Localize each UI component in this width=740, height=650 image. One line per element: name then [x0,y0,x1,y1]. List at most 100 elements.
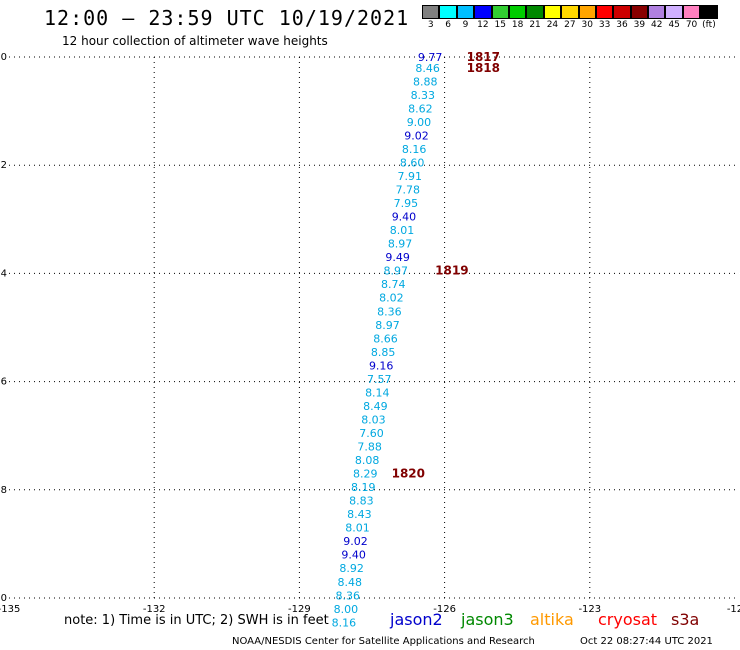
y-tick-label: -14 [0,268,7,279]
time-label: 1818 [467,61,500,75]
x-tick-label: -12 [727,604,740,615]
swh-value: 7.57 [367,373,392,386]
time-label: 1817 [467,50,500,64]
scale-swatch [613,5,631,19]
swh-value: 8.16 [332,616,357,629]
chart-title: 12:00 – 23:59 UTC 10/19/2021 [44,6,410,30]
scale-swatch [526,5,544,19]
swh-value: 8.62 [408,102,433,115]
scale-swatch [648,5,666,19]
swh-value: 9.00 [407,116,432,129]
swh-value: 9.40 [341,549,366,562]
swh-value: 8.14 [365,386,390,399]
legend-cryosat: cryosat [598,610,658,629]
scale-label: 42 [651,20,663,30]
swh-value: 8.03 [361,413,386,426]
chart-subtitle: 12 hour collection of altimeter wave hei… [62,34,328,48]
color-scale: 3 6 9 12 15 18 21 24 27 30 33 36 39 42 45 70 (ft) [422,5,718,30]
x-tick-label: -135 [0,604,20,615]
scale-swatch [630,5,649,19]
scale-swatch [578,5,596,19]
swh-value: 8.48 [337,576,362,589]
swh-value: 8.46 [415,62,440,75]
footer-credit: NOAA/NESDIS Center for Satellite Applica… [232,636,535,647]
scale-swatch [456,5,475,19]
swh-value: 8.85 [371,346,396,359]
scale-label: 18 [511,20,524,30]
swh-value: 8.97 [375,319,400,332]
legend-s3a: s3a [671,610,700,629]
swh-value: 8.01 [390,224,415,237]
legend-altika: altika [530,610,574,629]
scale-label: 33 [598,20,611,30]
scale-label: 27 [564,20,576,30]
scale-label: 9 [462,20,469,30]
legend-jason2: jason2 [390,610,443,629]
scale-swatch [595,5,614,19]
swh-value: 8.74 [381,278,406,291]
swh-value: 8.01 [345,522,370,535]
scale-label: 12 [477,20,489,30]
scale-label: 36 [616,20,628,30]
scale-swatch [561,5,579,19]
swh-value: 7.78 [396,184,421,197]
scale-label: 45 [668,20,680,30]
scale-swatch [474,5,492,19]
y-tick-label: -12 [0,160,7,171]
scale-swatch [439,5,457,19]
x-tick-label: -129 [288,604,311,615]
swh-value: 7.95 [394,197,419,210]
scale-swatch [422,5,440,19]
swh-value: 9.16 [369,359,394,372]
time-label: 1819 [435,264,468,278]
scale-label: 6 [445,20,451,30]
swh-value: 8.66 [373,332,398,345]
scale-swatch [491,5,509,19]
y-tick-label: -20 [0,593,7,604]
swh-value: 8.97 [383,265,408,278]
swh-value: 8.83 [349,495,374,508]
swh-value: 7.91 [398,170,423,183]
color-scale-swatches [422,5,718,19]
footer-note: note: 1) Time is in UTC; 2) SWH is in fe… [64,613,329,628]
scale-label: 70 [685,20,698,30]
swh-value: 8.08 [355,454,380,467]
scale-label: 15 [494,20,506,30]
scale-swatch [682,5,701,19]
swh-value: 8.49 [363,400,388,413]
scale-label: 24 [546,20,559,30]
swh-value: 8.43 [347,508,372,521]
x-tick-label: -126 [433,604,456,615]
swh-value: 8.88 [413,75,438,88]
color-scale-labels: 3 6 9 12 15 18 21 24 27 30 33 36 39 42 45 70 (ft) [422,20,718,30]
scale-swatch [543,5,562,19]
y-tick-label: -16 [0,377,7,388]
swh-value: 8.00 [334,603,359,616]
legend-jason3: jason3 [461,610,514,629]
swh-value: 9.49 [385,251,410,264]
y-tick-label: -18 [0,485,7,496]
x-tick-label: -132 [143,604,166,615]
swh-value: 7.88 [357,441,382,454]
y-tick-label: -10 [0,52,7,63]
scale-label: (ft) [702,20,716,30]
swh-value: 8.36 [377,305,402,318]
swh-value: 9.02 [404,129,429,142]
swh-value: 9.40 [392,211,417,224]
swh-value: 8.97 [388,238,413,251]
time-label: 1820 [392,467,425,481]
swh-value: 8.29 [353,468,378,481]
swh-value: 9.02 [343,535,368,548]
scale-swatch [700,5,718,19]
scale-label: 3 [427,20,434,30]
swh-value: 8.19 [351,481,376,494]
scale-label: 21 [529,20,541,30]
scale-swatch [665,5,683,19]
swh-value: 9.77 [418,51,443,64]
swh-value: 8.16 [402,143,427,156]
swh-value: 8.33 [411,89,436,102]
scale-swatch [508,5,527,19]
swh-value: 8.36 [336,589,361,602]
swh-value: 8.60 [400,156,425,169]
